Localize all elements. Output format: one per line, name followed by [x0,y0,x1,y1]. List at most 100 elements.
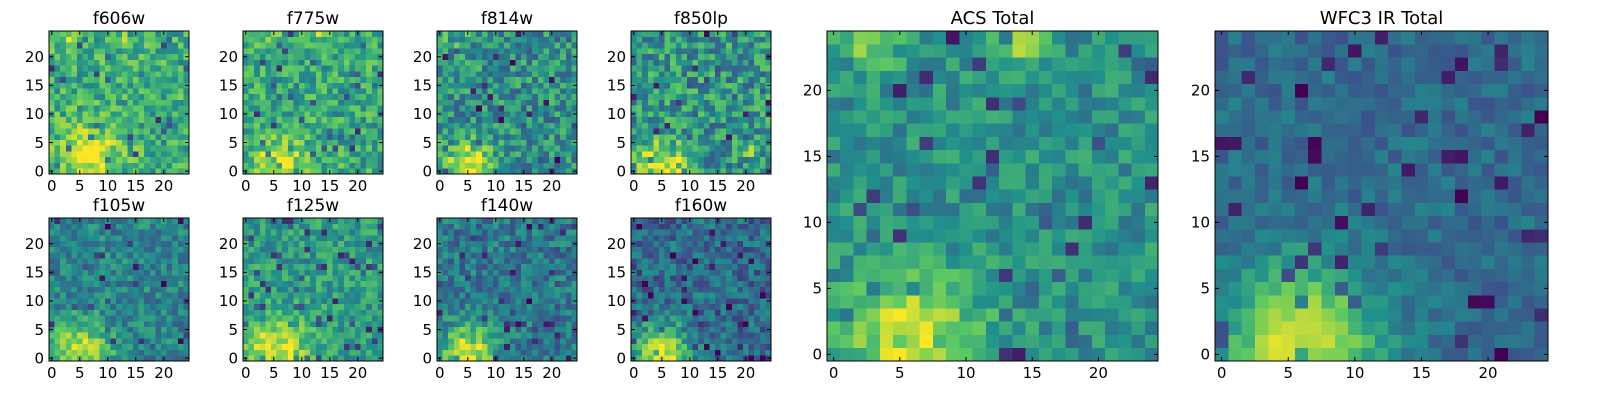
heatmap-cell [532,162,539,169]
heatmap-cell [709,343,716,350]
heatmap-cell [82,82,89,89]
heatmap-cell [287,36,294,43]
heatmap-cell [470,71,477,78]
heatmap-cell [487,156,494,163]
heatmap-cell [465,240,471,247]
heatmap-cell [121,229,128,236]
x-tick-label: 5 [269,177,279,195]
heatmap-cell [571,246,578,253]
heatmap-cell [121,151,128,158]
heatmap-cell [509,343,516,350]
heatmap-cell [172,320,179,327]
heatmap-cell [493,59,499,66]
heatmap-cell [327,332,333,339]
heatmap-cell [49,105,55,112]
heatmap-cell [554,240,561,247]
heatmap-cell [504,298,511,305]
heatmap-cell [259,349,266,356]
heatmap-cell [509,275,516,282]
heatmap-cell [687,139,693,146]
heatmap-cell [138,168,145,175]
heatmap-cell [703,280,710,287]
heatmap-cell [293,320,300,327]
heatmap-cell [161,88,167,95]
heatmap-cell [509,338,516,345]
heatmap-cell [271,315,277,322]
heatmap-cell [276,298,283,305]
y-tick-label: 5 [422,134,432,152]
heatmap-cell [276,269,283,276]
heatmap-cell [82,105,89,112]
heatmap-cell [248,355,255,362]
heatmap-cell [93,229,100,236]
heatmap-cell [437,93,443,100]
heatmap-cell [71,252,78,259]
heatmap-cell [537,229,544,236]
heatmap-cell [183,76,190,83]
heatmap-cell [720,156,727,163]
heatmap-cell [360,218,367,225]
heatmap-cell [647,139,654,146]
heatmap-cell [183,223,190,230]
heatmap-cell [493,36,499,43]
heatmap-cell [310,218,317,225]
heatmap-cell [127,229,134,236]
heatmap-cell [321,280,328,287]
heatmap-cell [327,139,333,146]
heatmap-cell [293,65,300,72]
heatmap-cell [515,315,522,322]
heatmap-cell [715,133,721,140]
heatmap-cell [355,280,361,287]
heatmap-cell [276,218,283,225]
heatmap-cell [493,42,499,49]
heatmap-cell [765,48,772,55]
heatmap-cell [254,269,261,276]
heatmap-cell [687,99,693,106]
heatmap-cell [543,332,550,339]
heatmap-cell [631,320,637,327]
heatmap-cell [720,151,727,158]
heatmap-cell [748,145,755,152]
panel-title: f160w [675,196,727,216]
heatmap-cell [127,303,134,310]
heatmap-cell [521,139,527,146]
heatmap-cell [459,105,466,112]
heatmap-cell [748,82,755,89]
heatmap-cell [498,168,505,175]
heatmap-cell [636,122,643,129]
heatmap-cell [310,156,317,163]
heatmap-cell [265,286,272,293]
heatmap-cell [515,292,522,299]
heatmap-cell [465,298,471,305]
heatmap-cell [537,246,544,253]
heatmap-cell [470,59,477,66]
heatmap-cell [664,133,671,140]
heatmap-cell [737,31,744,38]
heatmap-cell [371,133,378,140]
heatmap-cell [172,338,179,345]
heatmap-cell [259,111,266,118]
heatmap-cell [149,303,156,310]
heatmap-cell [659,65,665,72]
heatmap-cell [360,156,367,163]
heatmap-cell [71,156,78,163]
heatmap-cell [765,320,772,327]
heatmap-cell [332,145,339,152]
heatmap-cell [759,116,766,123]
heatmap-cell [681,48,688,55]
heatmap-cell [121,349,128,356]
heatmap-cell [481,349,488,356]
heatmap-cell [465,99,471,106]
heatmap-cell [481,338,488,345]
heatmap-cell [54,298,61,305]
heatmap-cell [748,320,755,327]
heatmap-cell [759,162,766,169]
heatmap-cell [60,240,67,247]
heatmap-cell [332,326,339,333]
heatmap-cell [532,122,539,129]
heatmap-cell [282,156,289,163]
heatmap-cell [493,292,499,299]
heatmap-cell [149,263,156,270]
heatmap-cell [537,93,544,100]
heatmap-cell [493,263,499,270]
